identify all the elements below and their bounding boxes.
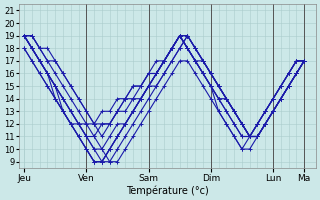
X-axis label: Température (°c): Température (°c) (126, 185, 209, 196)
